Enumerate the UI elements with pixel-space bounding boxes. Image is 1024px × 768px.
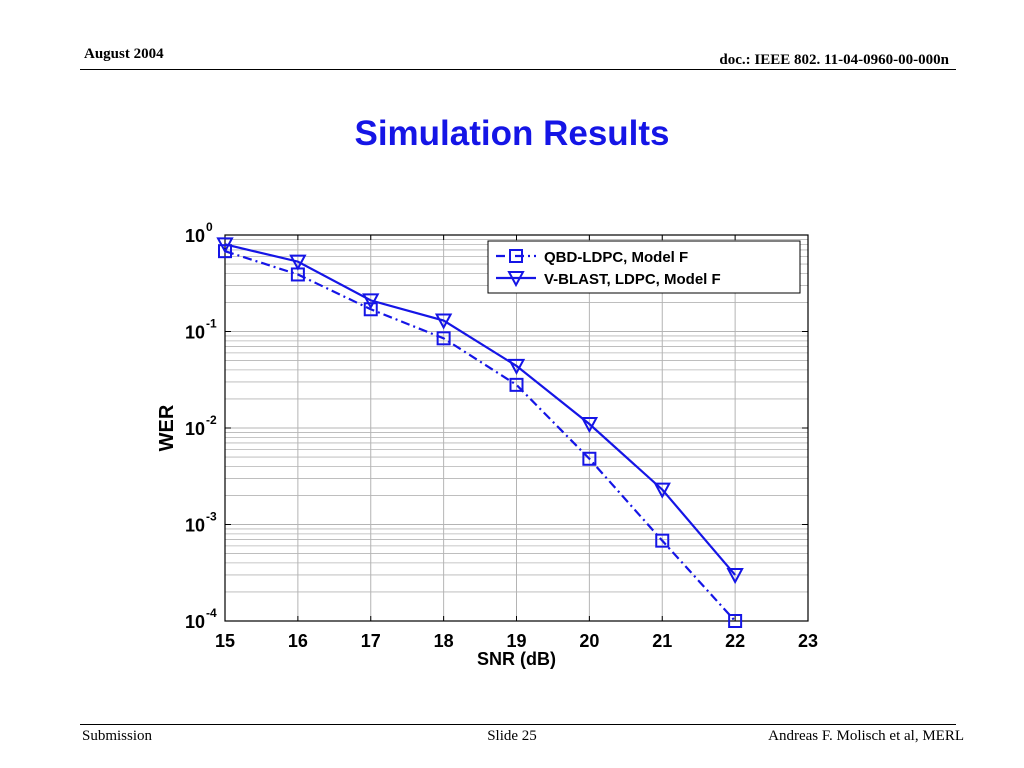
y-tick-exponent: -2: [206, 413, 217, 427]
data-point: [726, 567, 744, 585]
x-tick-label: 23: [798, 631, 818, 651]
footer-author: Andreas F. Molisch et al, MERL: [768, 728, 964, 744]
data-point: [655, 533, 670, 548]
x-tick-label: 15: [215, 631, 235, 651]
x-axis-label: SNR (dB): [477, 649, 556, 669]
header-divider: [80, 69, 956, 70]
data-point: [436, 331, 451, 346]
y-tick-label: 10: [185, 612, 205, 632]
y-tick-exponent: 0: [206, 220, 213, 234]
slide-title: Simulation Results: [354, 114, 670, 153]
y-tick-label: 10: [185, 419, 205, 439]
data-point: [653, 482, 671, 499]
legend-label: V-BLAST, LDPC, Model F: [544, 271, 721, 288]
y-tick-label: 10: [185, 226, 205, 246]
data-point: [509, 377, 524, 392]
y-tick-exponent: -3: [206, 510, 217, 524]
header-date: August 2004: [84, 46, 164, 62]
data-point: [434, 313, 453, 330]
footer-slide-number: Slide 25: [487, 728, 537, 744]
series-line: [224, 243, 736, 576]
x-tick-label: 19: [506, 631, 526, 651]
data-point: [582, 451, 597, 466]
square-icon: [509, 249, 523, 263]
legend-label: QBD-LDPC, Model F: [544, 249, 688, 266]
data-point: [362, 293, 380, 310]
series-line: [224, 250, 736, 622]
data-point: [216, 237, 234, 254]
data-point: [507, 358, 526, 376]
y-tick-label: 10: [185, 516, 205, 536]
x-tick-label: 21: [652, 631, 672, 651]
data-point: [580, 417, 599, 434]
legend: QBD-LDPC, Model F V-BLAST, LDPC, Model F: [487, 240, 801, 294]
x-tick-label: 22: [725, 631, 745, 651]
x-tick-label: 20: [579, 631, 599, 651]
footer-submission: Submission: [82, 728, 153, 744]
x-tick-label: 17: [361, 631, 381, 651]
data-point: [289, 254, 307, 271]
y-tick-exponent: -1: [206, 317, 217, 331]
triangle-down-icon: [507, 271, 525, 288]
data-point: [728, 614, 743, 628]
footer-divider: [80, 724, 956, 725]
series-1: [218, 244, 743, 628]
y-tick-label: 10: [185, 323, 205, 343]
header-doc-id: doc.: IEEE 802. 11-04-0960-00-000n: [719, 52, 949, 68]
legend-box: [487, 240, 801, 294]
y-tick-exponent: -4: [206, 606, 217, 620]
y-axis-label: WER: [156, 404, 178, 451]
series-2: [216, 237, 744, 585]
x-tick-label: 16: [288, 631, 308, 651]
x-tick-label: 18: [434, 631, 454, 651]
data-point: [363, 302, 378, 317]
